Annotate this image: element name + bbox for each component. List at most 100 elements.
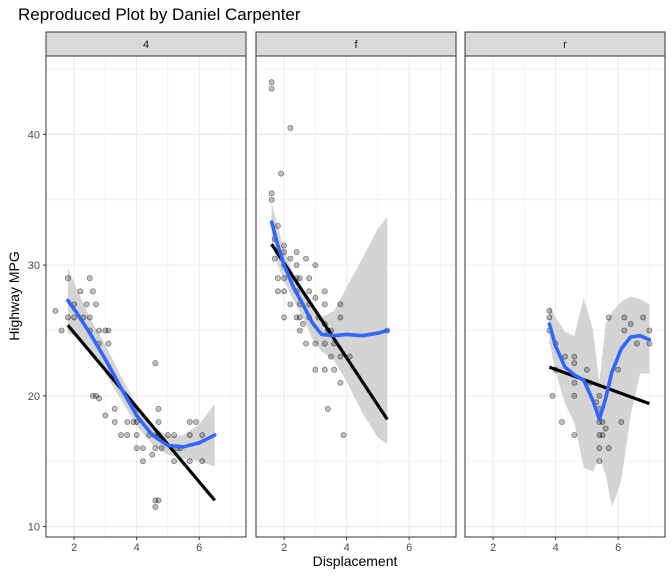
- data-point: [133, 432, 140, 438]
- data-point: [296, 327, 303, 334]
- facet-strip-label: r: [563, 39, 567, 51]
- data-point: [281, 275, 288, 282]
- data-point: [571, 360, 578, 367]
- data-point: [633, 340, 640, 347]
- data-point: [328, 353, 334, 360]
- data-point: [605, 314, 612, 321]
- data-point: [268, 190, 275, 197]
- data-point: [199, 432, 206, 438]
- data-point: [599, 432, 606, 438]
- data-point: [324, 406, 331, 412]
- data-point: [155, 406, 162, 412]
- data-point: [646, 340, 653, 347]
- x-tick-label: 2: [281, 542, 287, 554]
- data-point: [571, 432, 578, 438]
- data-point: [627, 321, 634, 327]
- data-point: [164, 432, 171, 438]
- data-point: [596, 392, 603, 399]
- data-point: [93, 301, 99, 308]
- data-point: [321, 301, 328, 308]
- data-point: [133, 445, 140, 452]
- data-point: [306, 275, 313, 282]
- data-point: [111, 419, 118, 425]
- data-point: [549, 392, 556, 399]
- data-point: [139, 458, 146, 465]
- data-point: [102, 412, 109, 419]
- x-tick-label: 2: [71, 542, 77, 554]
- data-point: [337, 314, 344, 321]
- y-tick-label: 40: [28, 129, 40, 141]
- y-tick-label: 30: [28, 260, 40, 272]
- data-point: [77, 288, 84, 295]
- facet-panel-r: r 2 4 6: [464, 31, 666, 554]
- data-point: [139, 445, 146, 452]
- facet-strip: [45, 31, 247, 57]
- data-point: [155, 497, 162, 504]
- data-point: [293, 314, 300, 321]
- data-point: [571, 392, 578, 399]
- data-point: [118, 432, 124, 438]
- data-point: [337, 353, 344, 360]
- data-point: [321, 366, 328, 373]
- x-tick-label: 4: [134, 542, 140, 554]
- data-point: [199, 458, 206, 465]
- data-point: [268, 196, 275, 203]
- data-point: [105, 340, 112, 347]
- data-point: [615, 366, 622, 373]
- data-point: [105, 327, 112, 334]
- data-point: [64, 314, 71, 321]
- data-point: [293, 262, 300, 269]
- data-point: [186, 432, 193, 438]
- data-point: [130, 419, 137, 425]
- data-point: [281, 242, 288, 249]
- panel-border: [45, 55, 247, 538]
- data-point: [605, 445, 612, 452]
- data-point: [562, 353, 568, 360]
- data-point: [287, 301, 294, 308]
- data-point: [621, 327, 628, 334]
- linear-fit-line: [270, 243, 389, 421]
- data-point: [152, 445, 159, 452]
- data-point: [621, 314, 628, 321]
- data-point: [312, 294, 319, 301]
- data-point: [52, 307, 59, 314]
- data-point: [640, 314, 647, 321]
- data-point: [268, 85, 275, 92]
- data-point: [86, 275, 93, 282]
- data-point: [86, 314, 93, 321]
- data-point: [96, 327, 103, 334]
- panel-border: [255, 55, 457, 538]
- data-point: [89, 288, 96, 295]
- x-tick-label: 4: [553, 542, 559, 554]
- data-point: [171, 458, 178, 465]
- data-point: [296, 314, 303, 321]
- confidence-band: [271, 202, 388, 445]
- data-point: [293, 249, 300, 255]
- data-point: [124, 432, 131, 438]
- y-tick-label: 10: [28, 522, 40, 534]
- data-point: [571, 379, 578, 386]
- loess-fit-line: [269, 220, 390, 338]
- x-tick-label: 4: [344, 542, 350, 554]
- data-point: [299, 321, 306, 327]
- data-point: [337, 379, 344, 386]
- data-point: [546, 314, 553, 321]
- data-point: [133, 419, 140, 425]
- loess-fit-line: [66, 298, 217, 449]
- y-tick-label: 20: [28, 391, 40, 403]
- linear-fit-line: [66, 324, 216, 502]
- data-point: [152, 504, 159, 510]
- data-point: [596, 432, 603, 438]
- data-point: [599, 419, 606, 425]
- data-point: [596, 445, 603, 452]
- data-point: [321, 288, 328, 295]
- data-point: [71, 314, 78, 321]
- facet-strip: [255, 31, 457, 57]
- data-point: [124, 419, 131, 425]
- data-point: [149, 451, 156, 458]
- panel-background: [465, 56, 665, 537]
- data-point: [186, 419, 193, 425]
- data-point: [312, 340, 319, 347]
- data-point: [331, 366, 338, 373]
